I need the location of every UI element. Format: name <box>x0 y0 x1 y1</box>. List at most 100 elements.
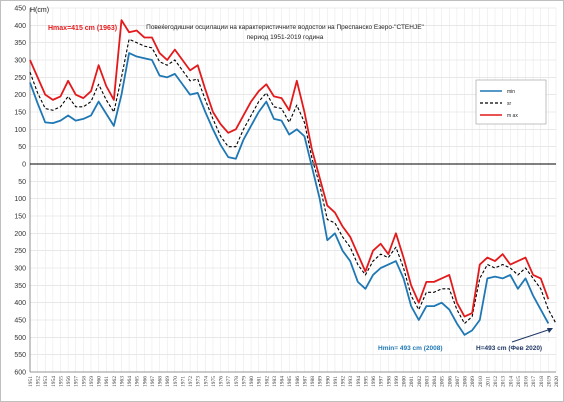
x-tick-label: 1986 <box>295 376 301 387</box>
annotation-hmin: Hmin= 493 cm (2008) <box>378 345 443 352</box>
x-tick-label: 1982 <box>264 376 270 387</box>
legend-label-min: min <box>507 89 515 95</box>
x-tick-label: 2012 <box>493 376 499 387</box>
x-tick-label: 1975 <box>211 376 217 387</box>
x-tick-label: 1973 <box>196 376 202 387</box>
y-tick-label: 550 <box>14 352 26 359</box>
y-tick-label: 250 <box>14 75 26 82</box>
x-tick-label: 1976 <box>219 376 225 387</box>
y-tick-label: 300 <box>14 266 26 273</box>
legend-box <box>475 79 547 125</box>
x-tick-label: 1985 <box>287 376 293 387</box>
x-tick-label: 2018 <box>539 376 545 387</box>
chart-title-line2: период 1951-2019 година <box>247 34 324 41</box>
x-tick-label: 1977 <box>226 376 232 387</box>
legend: min sr m ax <box>475 79 547 125</box>
series-line-min <box>29 52 550 336</box>
x-tick-label: 1959 <box>89 376 95 387</box>
x-tick-label: 1998 <box>386 376 392 387</box>
x-tick-label: 2007 <box>455 376 461 387</box>
x-tick-label: 1972 <box>188 376 194 387</box>
y-tick-label: 450 <box>14 6 26 13</box>
y-tick-label: 200 <box>14 92 26 99</box>
x-tick-label: 1952 <box>36 376 42 387</box>
annotation-hlast: H=493 cm (Фев 2020) <box>476 345 542 352</box>
y-tick-label: 0 <box>22 162 26 169</box>
y-axis-ticks: 4504003503002502001501005005010015020025… <box>14 6 26 377</box>
x-tick-label: 1969 <box>165 376 171 387</box>
x-tick-label: 2004 <box>432 376 438 387</box>
x-tick-label: 1990 <box>325 376 331 387</box>
y-tick-label: 50 <box>18 144 26 151</box>
x-tick-label: 1968 <box>158 376 164 387</box>
annotation-hmin-box <box>374 341 464 353</box>
x-tick-label: 1994 <box>356 376 362 387</box>
y-tick-label: 350 <box>14 283 26 290</box>
x-tick-label: 1979 <box>241 376 247 387</box>
x-tick-label: 1954 <box>51 376 57 387</box>
x-tick-label: 1955 <box>58 376 64 387</box>
x-tick-label: 1983 <box>272 376 278 387</box>
annotation-hlast-arrowhead <box>547 328 553 333</box>
x-tick-label: 2008 <box>463 376 469 387</box>
x-tick-label: 2005 <box>440 376 446 387</box>
x-tick-label: 1991 <box>333 376 339 387</box>
x-tick-label: 1965 <box>135 376 141 387</box>
x-tick-label: 1970 <box>173 376 179 387</box>
x-tick-label: 1957 <box>74 376 80 387</box>
annotation-hlast-box <box>472 341 554 353</box>
x-tick-label: 2017 <box>531 376 537 387</box>
x-axis-ticks: 1951 1952 1953 1954 1955 1956 1957 1958 1959 1960… <box>28 376 560 387</box>
x-tick-label: 2016 <box>524 376 530 387</box>
x-tick-label: 2019 <box>546 376 552 387</box>
annotation-hmax: Hmax=415 cm (1963) <box>48 25 117 32</box>
x-tick-label: 2015 <box>516 376 522 387</box>
y-tick-label: 200 <box>14 231 26 238</box>
legend-label-sr: sr <box>507 101 512 107</box>
y-tick-label: 300 <box>14 58 26 65</box>
x-tick-label: 1995 <box>363 376 369 387</box>
legend-label-max: m ax <box>507 113 518 119</box>
x-tick-label: 2003 <box>424 376 430 387</box>
x-tick-label: 1987 <box>302 376 308 387</box>
x-tick-label: 2013 <box>501 376 507 387</box>
x-tick-label: 2010 <box>478 376 484 387</box>
x-tick-label: 1997 <box>379 376 385 387</box>
series-line-max <box>29 19 550 318</box>
x-tick-label: 2002 <box>417 376 423 387</box>
y-tick-label: 350 <box>14 40 26 47</box>
y-tick-label: 150 <box>14 110 26 117</box>
x-tick-label: 1971 <box>180 376 186 387</box>
y-tick-label: 450 <box>14 318 26 325</box>
y-axis-label: H(cm) <box>30 7 49 14</box>
x-tick-label: 1980 <box>249 376 255 387</box>
x-tick-label: 1956 <box>66 376 72 387</box>
x-tick-label: 2009 <box>470 376 476 387</box>
x-tick-label: 1996 <box>371 376 377 387</box>
y-tick-label: 100 <box>14 127 26 134</box>
y-tick-label: 150 <box>14 214 26 221</box>
x-tick-label: 1963 <box>119 376 125 387</box>
x-tick-label: 1960 <box>97 376 103 387</box>
x-tick-label: 2006 <box>447 376 453 387</box>
x-tick-label: 1953 <box>43 376 49 387</box>
annotation-hlast-arrow <box>511 328 552 343</box>
x-tick-label: 1993 <box>348 376 354 387</box>
x-tick-label: 1989 <box>318 376 324 387</box>
x-tick-label: 2020 <box>554 376 560 387</box>
y-tick-label: 100 <box>14 196 26 203</box>
x-tick-label: 1984 <box>280 376 286 387</box>
x-tick-label: 2014 <box>508 376 514 387</box>
x-tick-label: 1958 <box>81 376 87 387</box>
x-tick-label: 1967 <box>150 376 156 387</box>
x-tick-label: 1999 <box>394 376 400 387</box>
x-tick-label: 2000 <box>402 376 408 387</box>
x-tick-label: 2011 <box>485 376 491 387</box>
y-tick-label: 600 <box>14 370 26 377</box>
y-tick-label: 50 <box>18 179 26 186</box>
series-line-sr <box>29 38 557 325</box>
y-tick-label: 250 <box>14 248 26 255</box>
x-tick-label: 1974 <box>203 376 209 387</box>
